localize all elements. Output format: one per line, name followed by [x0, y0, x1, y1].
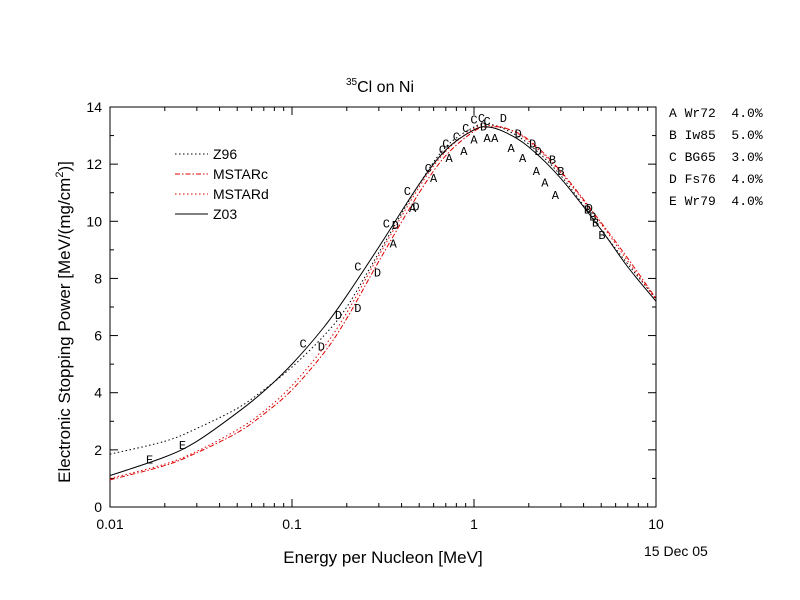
x-axis-label: Energy per Nucleon [MeV] [283, 548, 482, 567]
data-point-c: C [462, 122, 469, 136]
data-source-entry: B Iw85 5.0% [669, 128, 763, 143]
data-point-d: D [318, 341, 325, 355]
data-point-b: B [584, 203, 591, 217]
y-tick-label: 4 [94, 385, 102, 401]
data-point-a: A [390, 238, 398, 252]
data-point-a: A [483, 132, 491, 146]
y-tick-label: 14 [86, 99, 102, 115]
data-point-d: D [392, 219, 399, 233]
x-axis-ticks: 0.01 0.1 1 10 [96, 107, 664, 532]
x-tick-label: 10 [648, 516, 664, 532]
data-point-b: B [592, 216, 599, 230]
data-point-c: C [439, 143, 446, 157]
data-point-a: A [460, 145, 468, 159]
legend-label: MSTARc [213, 166, 268, 182]
data-point-a: A [470, 133, 478, 147]
data-point-c: C [425, 162, 432, 176]
y-tick-label: 6 [94, 328, 102, 344]
data-point-d: D [374, 266, 381, 280]
y-tick-label: 12 [86, 156, 102, 172]
data-point-e: E [179, 439, 186, 453]
x-tick-label: 0.1 [282, 516, 302, 532]
data-point-d: D [586, 202, 593, 216]
series-line-mstarc [109, 126, 657, 481]
data-point-a: A [552, 189, 560, 203]
data-source-entry: C BG65 3.0% [669, 150, 763, 165]
data-point-c: C [404, 185, 411, 199]
y-tick-label: 10 [86, 213, 102, 229]
data-point-d: D [500, 112, 507, 126]
data-point-a: A [409, 202, 417, 216]
data-point-d: D [412, 201, 419, 215]
data-point-d: D [534, 145, 541, 159]
data-point-b: B [557, 165, 564, 179]
y-axis-ticks: 0 2 4 6 8 10 12 14 [86, 99, 656, 515]
data-point-d: D [515, 128, 522, 142]
legend-label: MSTARd [213, 186, 269, 202]
data-point-c: C [383, 218, 390, 232]
y-axis-label-main: Electronic Stopping Power [MeV/(mg/cm [55, 178, 74, 483]
y-axis-label-tail: )] [55, 161, 74, 171]
y-axis-label-sup: 2 [54, 172, 66, 178]
x-tick-label: 0.01 [96, 516, 123, 532]
data-point-c: C [470, 113, 477, 127]
series-line-mstard [109, 124, 657, 479]
y-axis-label: Electronic Stopping Power [MeV/(mg/cm2)] [54, 161, 74, 483]
data-point-c: C [442, 138, 449, 152]
data-point-d: D [354, 302, 361, 316]
data-point-c: C [299, 338, 306, 352]
data-point-e: E [146, 453, 153, 467]
series-lines [109, 123, 657, 481]
data-point-a: A [446, 152, 454, 166]
data-point-a: A [541, 176, 549, 190]
chart-title-superscript: 35 [346, 77, 358, 88]
data-point-c: C [483, 115, 490, 129]
data-point-a: A [430, 172, 438, 186]
data-point-d: D [480, 121, 487, 135]
data-point-b: B [598, 229, 605, 243]
data-point-b: B [589, 211, 596, 225]
data-point-b: B [549, 153, 556, 167]
data-source-entry: E Wr79 4.0% [669, 194, 763, 209]
data-point-c: C [354, 261, 361, 275]
legend-label: Z96 [213, 146, 237, 162]
data-point-a: A [519, 152, 527, 166]
data-source-list: A Wr72 4.0% B Iw85 5.0% C BG65 3.0% D Fs76 … [669, 106, 763, 209]
series-line-z03 [109, 126, 657, 477]
legend: Z96 MSTARc MSTARd Z03 [175, 146, 269, 222]
date-stamp: 15 Dec 05 [644, 543, 708, 559]
data-point-a: A [508, 142, 516, 156]
data-point-c: C [453, 131, 460, 145]
chart-title: 35Cl on Ni [346, 77, 414, 96]
x-tick-label: 1 [470, 516, 478, 532]
data-source-entry: D Fs76 4.0% [669, 172, 763, 187]
data-point-d: D [529, 138, 536, 152]
data-point-d: D [335, 309, 342, 323]
chart-title-text: Cl on Ni [357, 79, 414, 96]
plot-frame [109, 106, 657, 508]
data-point-c: C [478, 112, 485, 126]
legend-label: Z03 [213, 206, 237, 222]
data-point-a: A [533, 165, 541, 179]
y-tick-label: 8 [94, 270, 102, 286]
y-tick-label: 0 [94, 499, 102, 515]
y-tick-label: 2 [94, 442, 102, 458]
series-line-z96 [109, 123, 657, 455]
data-point-a: A [491, 132, 499, 146]
data-source-entry: A Wr72 4.0% [669, 106, 763, 121]
